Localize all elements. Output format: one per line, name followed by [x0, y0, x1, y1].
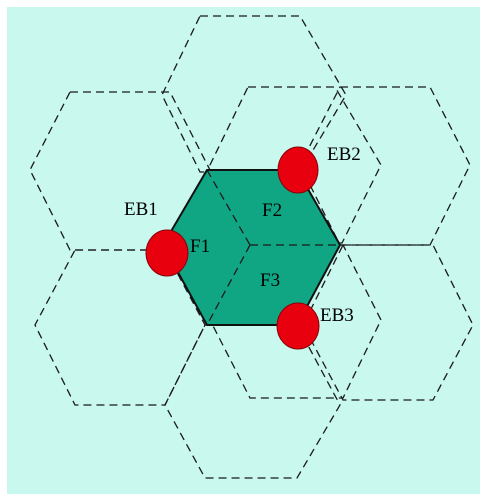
base-stations	[145, 146, 320, 350]
base-station-eb2	[277, 146, 319, 194]
hex-cell-upper-right	[209, 86, 382, 244]
sector-divider-bottom	[206, 244, 251, 326]
station-label-eb2: EB2	[327, 144, 361, 165]
hex-cell-lower-right	[302, 244, 474, 401]
sector-label-f1: F1	[190, 236, 210, 257]
sector-label-f3: F3	[260, 270, 280, 291]
base-station-eb3	[276, 302, 320, 350]
diagram-labels: F1 F2 F3 EB1 EB2 EB3	[124, 144, 361, 326]
base-station-eb1	[145, 229, 189, 277]
sector-divider-top	[206, 169, 251, 246]
station-label-eb1: EB1	[124, 199, 158, 220]
sector-label-f2: F2	[262, 200, 282, 221]
station-label-eb3: EB3	[320, 305, 354, 326]
